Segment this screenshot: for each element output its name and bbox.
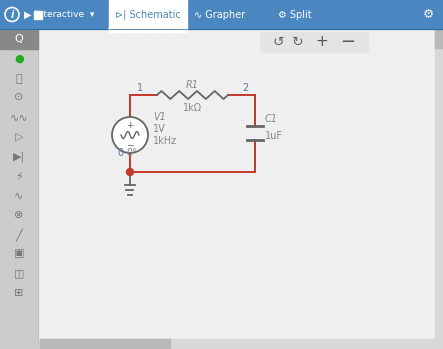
Text: 0°: 0° xyxy=(126,148,137,158)
Text: Q: Q xyxy=(15,34,23,44)
Text: ⊙: ⊙ xyxy=(14,92,23,102)
Bar xyxy=(435,30,443,48)
Text: 1kΩ: 1kΩ xyxy=(183,103,202,113)
Bar xyxy=(38,339,443,349)
Text: ⚙: ⚙ xyxy=(422,8,434,21)
Bar xyxy=(34,10,42,18)
Bar xyxy=(109,0,187,32)
Text: R1: R1 xyxy=(186,80,199,90)
Text: ⊗: ⊗ xyxy=(14,210,23,220)
Bar xyxy=(0,0,443,29)
Text: ⚙ Split: ⚙ Split xyxy=(278,9,312,20)
Text: ∿: ∿ xyxy=(14,190,23,200)
Text: ▷: ▷ xyxy=(15,132,23,142)
Text: ↻: ↻ xyxy=(292,35,304,49)
Text: +: + xyxy=(126,121,134,131)
Text: 1uF: 1uF xyxy=(265,131,283,141)
Circle shape xyxy=(127,169,133,176)
Bar xyxy=(0,29,38,349)
Bar xyxy=(435,29,443,339)
Text: −: − xyxy=(340,33,356,51)
Text: +: + xyxy=(315,35,328,50)
Circle shape xyxy=(112,117,148,153)
Bar xyxy=(38,29,435,339)
Text: 1V: 1V xyxy=(153,124,166,134)
Text: ▶|: ▶| xyxy=(13,152,25,162)
Text: ╱: ╱ xyxy=(16,229,23,242)
Text: ⏚: ⏚ xyxy=(16,74,22,84)
Text: ∿ Grapher: ∿ Grapher xyxy=(194,9,245,20)
Text: ▣: ▣ xyxy=(14,248,24,258)
Bar xyxy=(260,32,368,52)
Text: C1: C1 xyxy=(265,114,278,124)
Text: ∿∿: ∿∿ xyxy=(10,112,28,122)
Text: Interactive  ▾: Interactive ▾ xyxy=(35,10,95,19)
Text: 2: 2 xyxy=(242,83,248,93)
Text: i: i xyxy=(10,10,14,20)
Text: ▶: ▶ xyxy=(24,9,32,20)
Text: V1: V1 xyxy=(153,112,166,122)
Text: 0: 0 xyxy=(118,148,124,158)
Text: ↺: ↺ xyxy=(272,35,284,49)
Bar xyxy=(40,339,170,349)
Text: ⊞: ⊞ xyxy=(14,288,23,298)
Text: ⚡: ⚡ xyxy=(15,172,23,182)
Bar xyxy=(0,29,38,49)
Text: 1kHz: 1kHz xyxy=(153,136,177,146)
Text: −: − xyxy=(126,141,134,149)
Text: ⊳| Schematic: ⊳| Schematic xyxy=(115,9,181,20)
Text: ◫: ◫ xyxy=(14,268,24,278)
Text: ●: ● xyxy=(14,54,24,64)
Text: 1: 1 xyxy=(137,83,143,93)
